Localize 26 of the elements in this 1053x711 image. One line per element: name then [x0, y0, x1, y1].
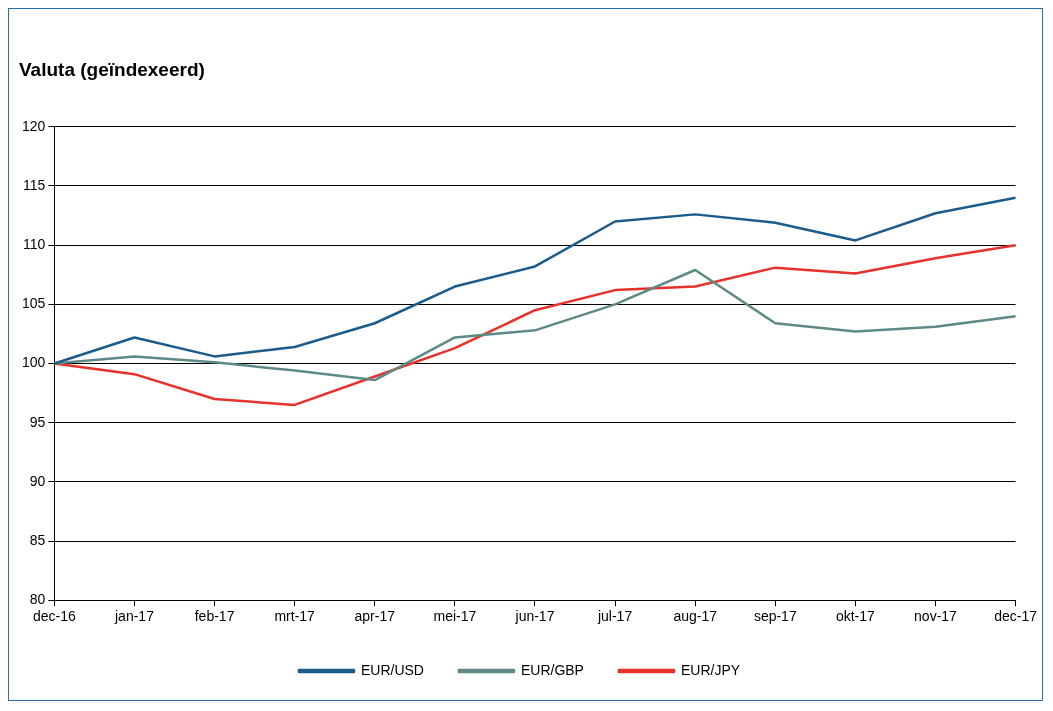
y-tick-label: 105	[22, 295, 46, 312]
y-tick-label: 90	[29, 472, 46, 489]
x-tick-label: jun-17	[514, 608, 555, 625]
y-tick-label: 115	[23, 176, 46, 193]
x-tick-label: mrt-17	[274, 608, 316, 625]
x-tick-label: apr-17	[354, 608, 396, 625]
y-tick-label: 85	[29, 531, 46, 548]
legend-label: EUR/GBP	[520, 661, 584, 678]
x-tick-label: dec-17	[994, 608, 1038, 625]
x-tick-label: mei-17	[433, 608, 477, 625]
x-tick-label: jan-17	[114, 608, 155, 625]
y-tick-label: 100	[22, 354, 46, 371]
y-tick-label: 80	[29, 591, 46, 608]
x-tick-label: aug-17	[673, 608, 718, 625]
y-tick-label: 120	[22, 117, 46, 134]
legend-label: EUR/USD	[360, 661, 424, 678]
x-tick-label: jul-17	[596, 608, 633, 625]
y-tick-label: 110	[23, 236, 46, 253]
x-tick-label: dec-16	[32, 608, 76, 625]
x-tick-label: nov-17	[914, 608, 958, 625]
x-tick-label: feb-17	[194, 608, 235, 625]
y-tick-label: 95	[29, 413, 46, 430]
x-tick-label: okt-17	[835, 608, 876, 625]
x-tick-label: sep-17	[753, 608, 797, 625]
legend-label: EUR/JPY	[680, 661, 741, 678]
chart-title: Valuta (geïndexeerd)	[19, 58, 205, 80]
